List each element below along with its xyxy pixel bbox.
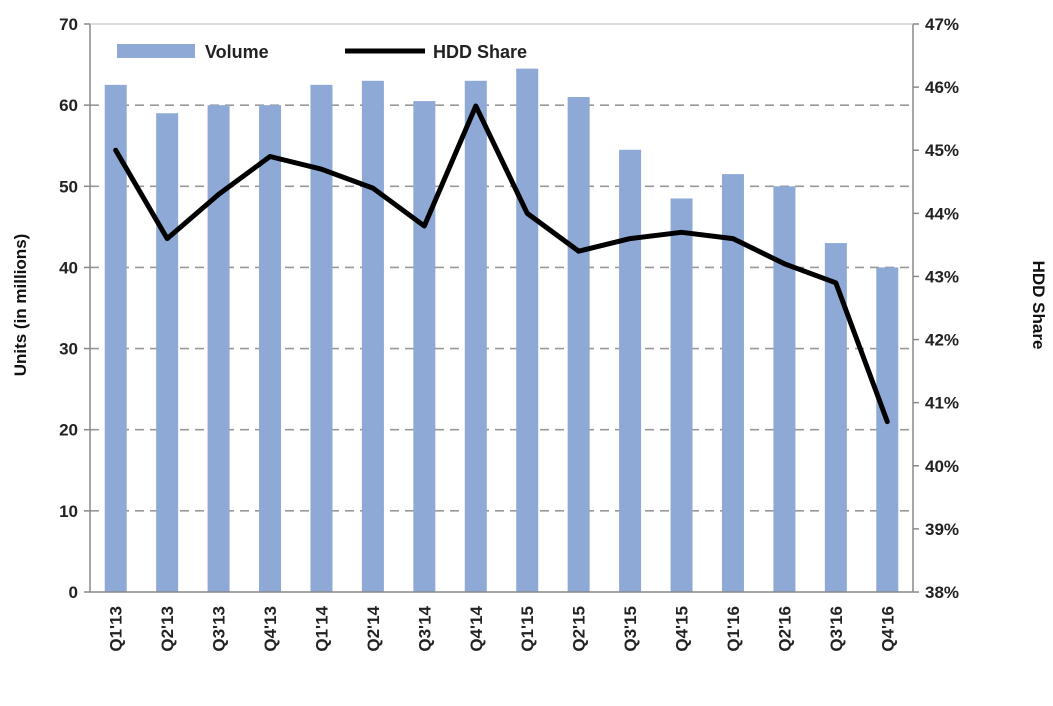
left-tick-label: 10 <box>59 502 78 521</box>
volume-bars <box>104 68 899 593</box>
right-tick-label: 42% <box>925 331 959 350</box>
right-axis-title: HDD Share <box>1029 261 1048 350</box>
x-tick-label: Q2'13 <box>158 606 177 652</box>
left-axis-ticks: 0 10 20 30 40 50 60 70 <box>59 15 90 602</box>
left-tick-label: 60 <box>59 96 78 115</box>
bar-q2-13 <box>156 113 179 592</box>
left-tick-label: 30 <box>59 340 78 359</box>
right-tick-label: 46% <box>925 78 959 97</box>
legend-volume-swatch <box>117 44 195 58</box>
left-tick-label: 70 <box>59 15 78 34</box>
x-tick-label: Q1'14 <box>312 605 331 651</box>
legend-volume-label: Volume <box>205 42 269 62</box>
right-tick-label: 38% <box>925 583 959 602</box>
bar-q4-15 <box>670 198 693 592</box>
x-tick-label: Q1'15 <box>518 606 537 652</box>
bar-q3-15 <box>619 149 642 592</box>
bar-q1-14 <box>310 84 333 592</box>
x-tick-label: Q4'13 <box>261 606 280 652</box>
bar-q4-14 <box>464 80 487 593</box>
right-tick-label: 45% <box>925 141 959 160</box>
left-tick-label: 40 <box>59 258 78 277</box>
right-tick-label: 41% <box>925 394 959 413</box>
right-tick-label: 40% <box>925 457 959 476</box>
bar-q2-15 <box>567 97 590 593</box>
right-tick-label: 39% <box>925 520 959 539</box>
x-tick-label: Q3'15 <box>621 606 640 652</box>
hdd-share-line-layer <box>113 103 890 425</box>
x-tick-label: Q2'15 <box>570 606 589 652</box>
right-tick-label: 47% <box>925 15 959 34</box>
left-tick-label: 20 <box>59 421 78 440</box>
bar-q4-13 <box>259 105 282 593</box>
bar-q1-16 <box>721 174 744 592</box>
left-tick-label: 0 <box>69 583 78 602</box>
x-tick-label: Q3'13 <box>210 606 229 652</box>
right-tick-label: 44% <box>925 204 959 223</box>
bar-q1-13 <box>104 84 127 592</box>
x-axis-ticks: Q1'13 Q2'13 Q3'13 Q4'13 Q1'14 Q2'14 Q3'14 Q4'14… <box>107 605 898 651</box>
right-tick-label: 43% <box>925 267 959 286</box>
legend: Volume HDD Share <box>117 42 527 62</box>
bar-q2-16 <box>773 186 796 593</box>
right-axis-ticks: 38% 39% 40% 41% 42% 43% 44% 45% 46% 47% <box>913 15 959 602</box>
x-tick-label: Q4'16 <box>878 606 897 652</box>
legend-hdd-share-label: HDD Share <box>433 42 527 62</box>
bar-q1-15 <box>516 68 539 593</box>
bar-q2-14 <box>361 80 384 593</box>
bar-q3-13 <box>207 105 230 593</box>
x-tick-label: Q1'13 <box>107 606 126 652</box>
x-tick-label: Q3'14 <box>415 605 434 651</box>
left-axis-title: Units (in millions) <box>11 234 30 377</box>
x-tick-label: Q1'16 <box>724 606 743 652</box>
bar-q3-16 <box>824 243 847 593</box>
x-tick-label: Q4'15 <box>673 606 692 652</box>
x-tick-label: Q3'16 <box>827 606 846 652</box>
axes <box>89 23 914 593</box>
x-tick-label: Q4'14 <box>467 605 486 651</box>
x-tick-label: Q2'16 <box>775 606 794 652</box>
x-tick-label: Q2'14 <box>364 605 383 651</box>
bar-q3-14 <box>413 101 436 592</box>
bar-q4-16 <box>876 267 899 592</box>
left-tick-label: 50 <box>59 177 78 196</box>
hdd-share-line <box>113 103 890 425</box>
